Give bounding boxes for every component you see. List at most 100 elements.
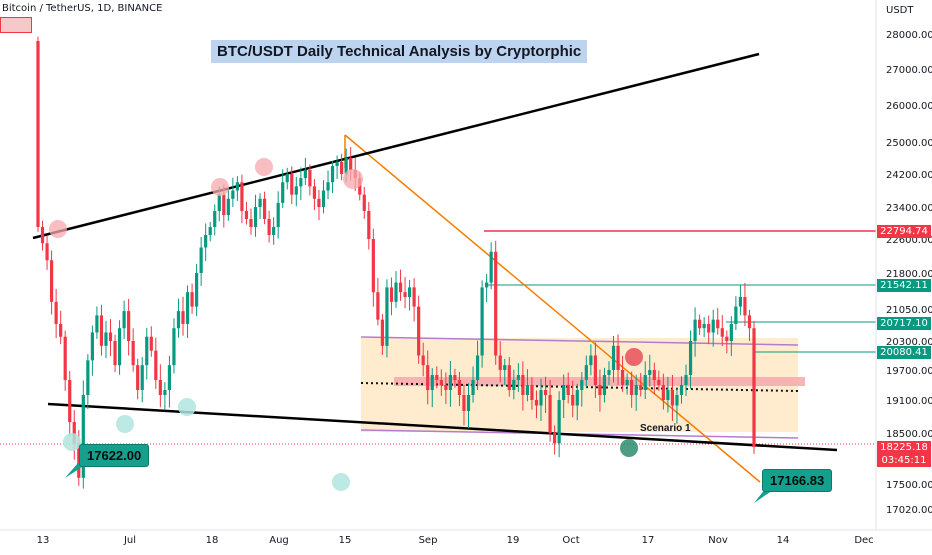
candle-body: [462, 395, 466, 411]
candle-body: [652, 370, 656, 380]
candle-body: [607, 370, 611, 375]
candle-body: [611, 345, 616, 370]
candle-body: [643, 375, 647, 390]
candle-body: [639, 385, 643, 390]
candle-body: [738, 297, 743, 307]
y-tick-label: 20300.00: [886, 337, 932, 348]
y-tick-label: 17020.00: [886, 505, 932, 516]
y-tick-label: 21800.00: [886, 269, 932, 280]
price-tag: 20080.41: [877, 345, 931, 359]
candle-body: [326, 182, 330, 191]
candle-body: [249, 219, 253, 227]
candle-body: [602, 375, 607, 395]
candle-body: [376, 292, 380, 320]
candle-body: [59, 323, 63, 337]
countdown-tag: 03:45:11: [877, 454, 931, 468]
candle-body: [68, 380, 72, 422]
candle-body: [494, 251, 498, 356]
candle-body: [534, 400, 539, 406]
x-tick-label: 19: [507, 535, 520, 546]
candle-body: [90, 332, 94, 361]
touch-marker: [178, 398, 196, 416]
candle-body: [49, 260, 54, 302]
candle-body: [99, 315, 104, 346]
touch-marker: [211, 178, 229, 196]
target-callout: 17166.83: [762, 469, 833, 492]
candle-body: [317, 198, 321, 207]
candle-body: [444, 385, 448, 390]
x-tick-label: Nov: [708, 535, 728, 546]
candle-body: [580, 380, 584, 390]
candle-body: [176, 311, 181, 329]
candle-body: [113, 341, 117, 366]
scenario-label: Scenario 1: [640, 423, 691, 434]
candle-body: [593, 355, 597, 385]
candle-body: [584, 365, 588, 380]
candle-body: [208, 227, 212, 235]
candle-body: [471, 380, 475, 395]
y-tick-label: 19100.00: [886, 396, 932, 407]
candle-body: [63, 336, 67, 380]
candle-body: [240, 182, 244, 211]
candle-body: [104, 332, 108, 346]
candle-body: [589, 355, 593, 366]
candle-body: [743, 297, 747, 316]
candle-body: [149, 336, 153, 351]
x-tick-label: Jul: [123, 535, 136, 546]
candle-body: [45, 243, 49, 261]
touch-marker: [63, 433, 81, 451]
candle-body: [40, 227, 45, 244]
candle-body: [575, 390, 579, 406]
candle-body: [253, 207, 258, 227]
candle-body: [625, 380, 629, 385]
candle-body: [566, 385, 570, 395]
candle-body: [335, 162, 339, 166]
candle-body: [698, 319, 702, 329]
candle-body: [145, 336, 149, 366]
x-tick-label: 17: [642, 535, 655, 546]
candle-body: [407, 287, 412, 297]
candle-body: [217, 194, 221, 211]
candle-body: [539, 390, 543, 406]
candle-body: [430, 375, 434, 390]
touch-marker: [343, 169, 363, 189]
candle-body: [190, 292, 194, 307]
candle-body: [679, 385, 684, 395]
y-tick-label: 18500.00: [886, 429, 932, 440]
candle-body: [72, 422, 76, 444]
candle-body: [507, 365, 511, 390]
y-tick-label: 22600.00: [886, 235, 932, 246]
candle-body: [403, 292, 407, 297]
candle-body: [489, 251, 493, 283]
candle-body: [136, 365, 140, 390]
touch-marker: [332, 473, 350, 491]
touch-marker: [620, 439, 638, 457]
candle-body: [362, 194, 366, 211]
candle-body: [367, 211, 371, 239]
candle-body: [684, 375, 688, 385]
candle-body: [435, 375, 439, 380]
candle-body: [127, 311, 131, 341]
candle-body: [707, 323, 711, 333]
candle-body: [747, 315, 752, 329]
candle-body: [290, 174, 294, 195]
y-tick-label: 28000.00: [886, 30, 932, 41]
candle-body: [675, 395, 679, 406]
y-tick-label: 26000.00: [886, 101, 932, 112]
candle-body: [54, 301, 58, 324]
price-tag: 22794.74: [877, 225, 931, 239]
y-tick-label: 21050.00: [886, 305, 932, 316]
candle-body: [421, 355, 425, 366]
x-tick-label: Oct: [562, 535, 579, 546]
candle-body: [466, 395, 471, 411]
candle-body: [688, 341, 693, 375]
candle-body: [412, 287, 416, 307]
candle-body: [503, 365, 507, 370]
candle-body: [734, 306, 738, 324]
y-axis-ticks: 28000.00 27000.00 26000.00 25000.00 24200.00…: [886, 30, 932, 516]
candle-body: [657, 380, 661, 385]
candle-body: [131, 341, 135, 366]
candle-body: [439, 380, 443, 385]
